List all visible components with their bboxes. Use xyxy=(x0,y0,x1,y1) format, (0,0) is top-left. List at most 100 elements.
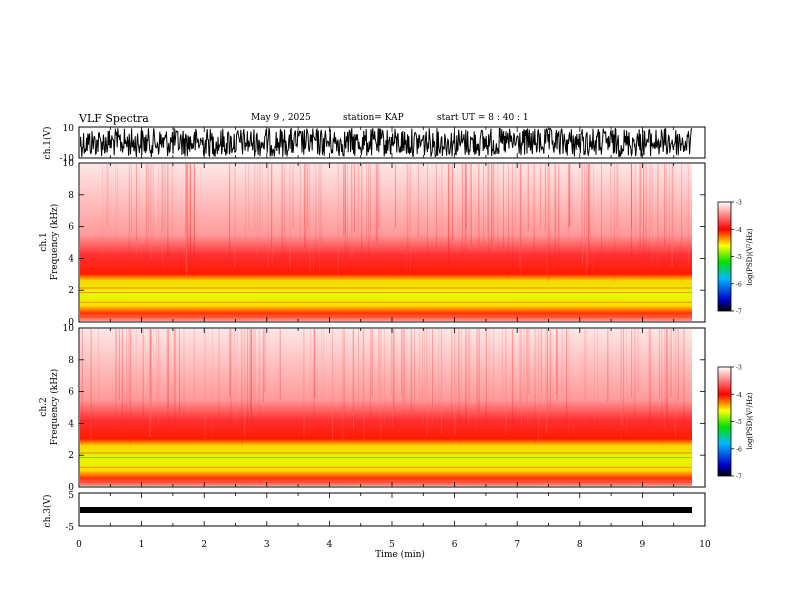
spectrogram-streak xyxy=(533,164,535,272)
spectrogram-streak xyxy=(458,329,460,444)
spectrogram-streak xyxy=(258,329,260,415)
spectrogram-streak xyxy=(368,164,370,278)
spectrogram-streak xyxy=(681,164,683,282)
spectrogram-streak xyxy=(81,329,83,446)
spectrogram-streak xyxy=(152,164,154,252)
ch2-colorbar-label: log(PSD)(V²/Hz) xyxy=(746,392,754,449)
x-tick-label: 2 xyxy=(201,540,207,550)
spectrogram-streak xyxy=(409,164,411,278)
spectrogram-streak xyxy=(497,164,499,259)
spectrogram-streak xyxy=(540,329,542,416)
y-tick-label: 6 xyxy=(68,388,74,398)
spectrogram-streak xyxy=(547,329,548,411)
spectrogram-streak xyxy=(390,329,392,395)
spectrogram-streak xyxy=(357,164,359,241)
colorbar-tick-label: -5 xyxy=(736,419,742,426)
spectrogram-streak xyxy=(254,329,256,418)
spectrogram-streak xyxy=(584,329,586,422)
spectrogram-streak xyxy=(410,329,412,412)
spectrogram-streak xyxy=(167,164,169,256)
spectrogram-streak xyxy=(185,164,186,235)
spectrogram-streak xyxy=(236,329,238,423)
spectrogram-streak xyxy=(465,329,467,440)
spectrogram-streak xyxy=(384,329,385,426)
spectrogram-streak xyxy=(332,329,334,444)
spectrogram-streak xyxy=(131,329,132,411)
colorbar-tick-label: -7 xyxy=(736,309,742,316)
start-time-label: start UT = 8 : 40 : 1 xyxy=(437,113,529,123)
spectrogram-streak xyxy=(370,329,371,435)
y-tick-label: 10 xyxy=(63,159,75,169)
spectrogram-streak xyxy=(305,164,307,249)
spectrogram-streak xyxy=(512,164,513,274)
spectrogram-streak xyxy=(614,164,615,282)
spectrogram-streak xyxy=(249,329,251,410)
spectrogram-streak xyxy=(607,329,609,402)
spectrogram-streak xyxy=(491,164,493,247)
spectrogram-streak xyxy=(98,329,100,412)
spectrogram-streak xyxy=(315,164,317,254)
spectrogram-streak xyxy=(587,164,589,268)
spectrogram-streak xyxy=(254,164,256,231)
spectrogram-streak xyxy=(323,329,325,422)
spectrogram-streak xyxy=(610,164,612,241)
spectrogram-streak xyxy=(271,164,273,247)
y-tick-label: 2 xyxy=(68,286,74,296)
spectrogram-streak xyxy=(320,164,322,243)
spectrogram-streak xyxy=(107,164,109,229)
spectrogram-streak xyxy=(588,164,590,270)
ch1-ytick-bottom: -10 xyxy=(60,154,75,164)
spectrogram-streak xyxy=(186,164,188,276)
spectrogram-streak xyxy=(584,164,585,239)
spectrogram-streak xyxy=(188,164,190,266)
spectrogram-streak xyxy=(462,164,463,236)
spectrogram-streak xyxy=(493,164,495,251)
spectrogram-streak xyxy=(623,329,624,430)
spectrogram-streak xyxy=(185,164,187,258)
spectrogram-streak xyxy=(352,329,355,428)
spectrogram-streak xyxy=(422,329,423,426)
spectrogram-streak xyxy=(230,329,232,438)
spectrogram-streak xyxy=(488,164,490,274)
spectrogram-streak xyxy=(666,329,668,425)
spectrogram-streak xyxy=(469,164,471,251)
spectrogram-streak xyxy=(102,164,103,257)
spectrogram-streak xyxy=(271,164,273,268)
y-tick-label: 4 xyxy=(68,419,74,429)
spectrogram-streak xyxy=(465,164,467,240)
spectrogram-streak xyxy=(649,329,651,438)
spectrogram-streak xyxy=(639,164,641,272)
spectrogram-streak xyxy=(149,329,151,438)
spectrogram-streak xyxy=(105,164,107,228)
spectrogram-streak xyxy=(554,164,556,268)
spectrogram-streak xyxy=(313,329,315,431)
spectrogram-streak xyxy=(190,164,191,266)
spectrogram-streak xyxy=(363,329,365,444)
spectrogram-streak xyxy=(150,164,152,260)
spectrogram-streak xyxy=(464,164,466,251)
spectrogram-streak xyxy=(556,329,558,394)
spectrogram-streak xyxy=(441,164,443,243)
spectrogram-streak xyxy=(150,329,152,413)
ch1-colorbar-gradient xyxy=(717,201,732,312)
spectrogram-streak xyxy=(508,164,509,279)
spectrogram-streak xyxy=(193,164,195,280)
colorbar-tick-label: -7 xyxy=(736,474,742,481)
spectrogram-streak xyxy=(128,164,130,269)
spectrogram-streak xyxy=(261,164,263,229)
spectrogram-streak xyxy=(380,329,382,444)
spectrogram-streak xyxy=(520,164,522,273)
spectrogram-streak xyxy=(229,164,231,265)
spectrogram-streak xyxy=(245,164,247,245)
x-tick-label: 4 xyxy=(327,540,333,550)
spectrogram-streak xyxy=(485,329,487,435)
spectrogram-streak xyxy=(292,164,294,228)
spectrogram-streak xyxy=(90,329,92,440)
spectrogram-streak xyxy=(561,329,563,394)
time-axis: 0 1 2 3 4 5 6 7 8 9 10 xyxy=(76,127,711,550)
ch3-ytick-bottom: -5 xyxy=(65,523,74,533)
spectrogram-streak xyxy=(229,329,231,397)
spectrogram-streak xyxy=(476,329,477,429)
spectrogram-streak xyxy=(519,164,521,270)
